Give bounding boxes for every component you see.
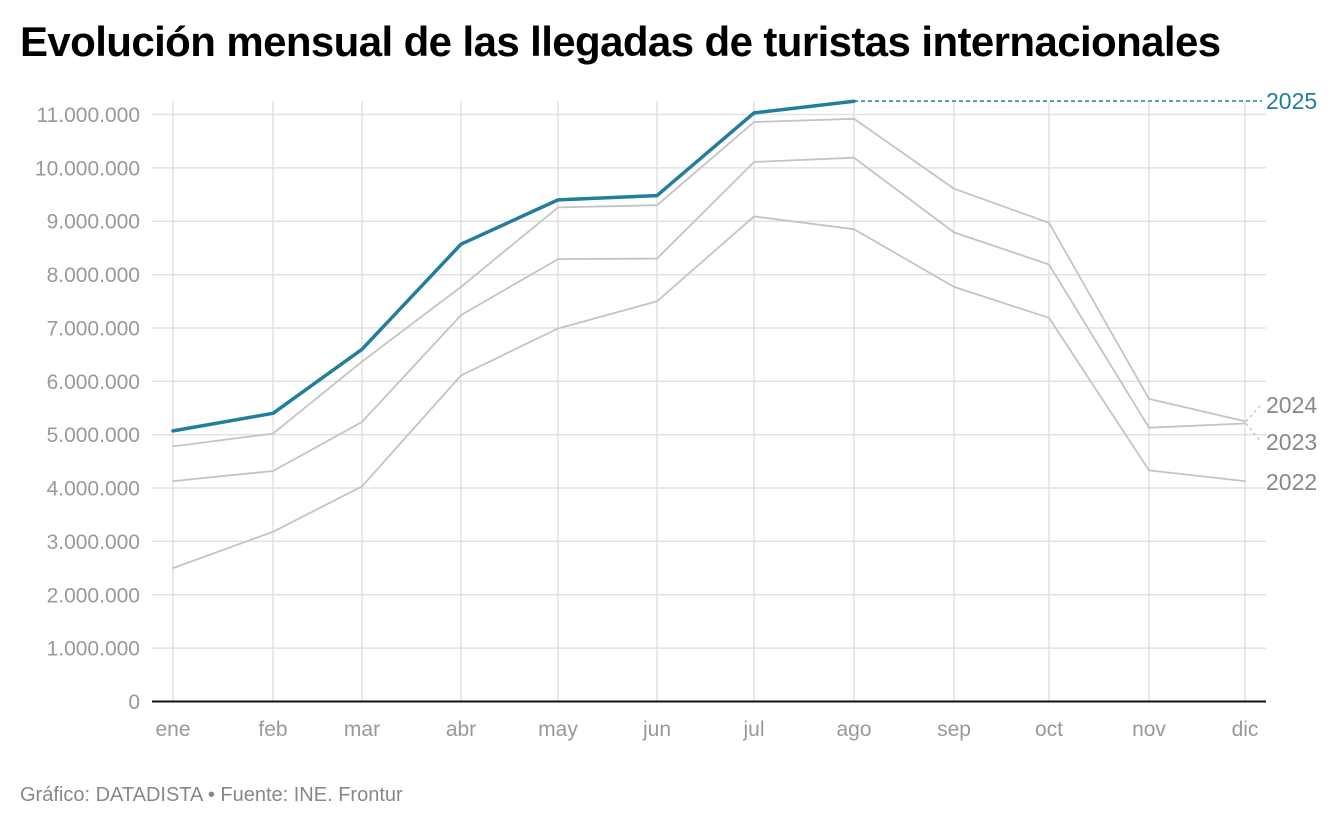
x-tick-label-feb: feb xyxy=(258,718,287,741)
x-tick-label-may: may xyxy=(538,718,578,741)
series-label-2024: 2024 xyxy=(1266,392,1317,418)
y-tick-label: 8.000.000 xyxy=(47,264,140,287)
y-tick-label: 10.000.000 xyxy=(35,157,140,180)
x-tick-label-jun: jun xyxy=(642,718,671,741)
x-tick-label-dic: dic xyxy=(1232,718,1259,741)
x-tick-label-ago: ago xyxy=(836,718,871,741)
chart-footer: Gráfico: DATADISTA • Fuente: INE. Frontu… xyxy=(20,784,403,806)
series-label-2025: 2025 xyxy=(1266,88,1317,114)
leader-line-2024 xyxy=(1245,404,1262,422)
x-tick-label-abr: abr xyxy=(446,718,476,741)
y-tick-label: 1.000.000 xyxy=(47,638,140,661)
gridlines xyxy=(152,101,1266,703)
series-line-2025 xyxy=(171,99,856,433)
labels: 0 1.000.000 2.000.000 3.000.000 4.000.000 5.0… xyxy=(35,88,1317,741)
y-tick-label: 2.000.000 xyxy=(47,584,140,607)
chart-title: Evolución mensual de las llegadas de tur… xyxy=(20,18,1221,65)
y-tick-label: 5.000.000 xyxy=(47,424,140,447)
x-tick-label-nov: nov xyxy=(1132,718,1166,741)
series-line-2023 xyxy=(172,156,1246,483)
y-tick-label: 9.000.000 xyxy=(47,211,140,234)
y-tick-label: 7.000.000 xyxy=(47,317,140,340)
y-tick-label: 6.000.000 xyxy=(47,371,140,394)
series-label-2023: 2023 xyxy=(1266,429,1317,455)
y-tick-label: 3.000.000 xyxy=(47,531,140,554)
x-tick-label-mar: mar xyxy=(344,718,380,741)
y-tick-label: 0 xyxy=(128,691,140,714)
leader-line-2023 xyxy=(1245,423,1262,443)
x-tick-label-oct: oct xyxy=(1035,718,1063,741)
series-line-2024 xyxy=(172,117,1246,448)
series-lines xyxy=(171,99,1263,569)
x-tick-label-sep: sep xyxy=(937,718,971,741)
y-tick-label: 4.000.000 xyxy=(47,478,140,501)
series-label-2022: 2022 xyxy=(1266,469,1317,495)
x-tick-label-jul: jul xyxy=(742,718,764,741)
series-line-2022 xyxy=(172,215,1246,569)
y-tick-label: 11.000.000 xyxy=(36,104,140,127)
x-tick-label-ene: ene xyxy=(155,718,190,741)
